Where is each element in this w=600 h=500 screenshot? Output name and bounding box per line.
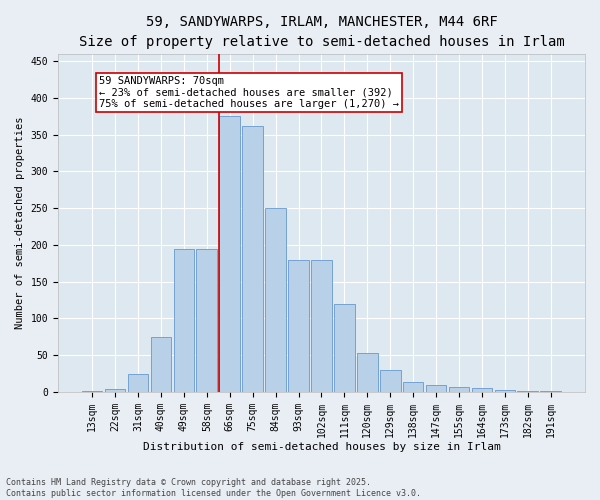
Bar	[472, 388, 492, 392]
X-axis label: Distribution of semi-detached houses by size in Irlam: Distribution of semi-detached houses by …	[143, 442, 500, 452]
Bar	[426, 384, 446, 392]
Bar	[265, 208, 286, 392]
Bar	[357, 353, 377, 392]
Bar	[173, 248, 194, 392]
Bar	[449, 387, 469, 392]
Bar	[128, 374, 148, 392]
Bar	[196, 248, 217, 392]
Title: 59, SANDYWARPS, IRLAM, MANCHESTER, M44 6RF
Size of property relative to semi-det: 59, SANDYWARPS, IRLAM, MANCHESTER, M44 6…	[79, 15, 565, 48]
Bar	[494, 390, 515, 392]
Bar	[380, 370, 401, 392]
Bar	[105, 389, 125, 392]
Bar	[82, 390, 103, 392]
Bar	[220, 116, 240, 392]
Bar	[517, 390, 538, 392]
Y-axis label: Number of semi-detached properties: Number of semi-detached properties	[15, 116, 25, 329]
Bar	[403, 382, 424, 392]
Bar	[288, 260, 309, 392]
Bar	[541, 391, 561, 392]
Bar	[334, 304, 355, 392]
Bar	[311, 260, 332, 392]
Bar	[242, 126, 263, 392]
Text: Contains HM Land Registry data © Crown copyright and database right 2025.
Contai: Contains HM Land Registry data © Crown c…	[6, 478, 421, 498]
Text: 59 SANDYWARPS: 70sqm
← 23% of semi-detached houses are smaller (392)
75% of semi: 59 SANDYWARPS: 70sqm ← 23% of semi-detac…	[99, 76, 399, 109]
Bar	[151, 337, 171, 392]
